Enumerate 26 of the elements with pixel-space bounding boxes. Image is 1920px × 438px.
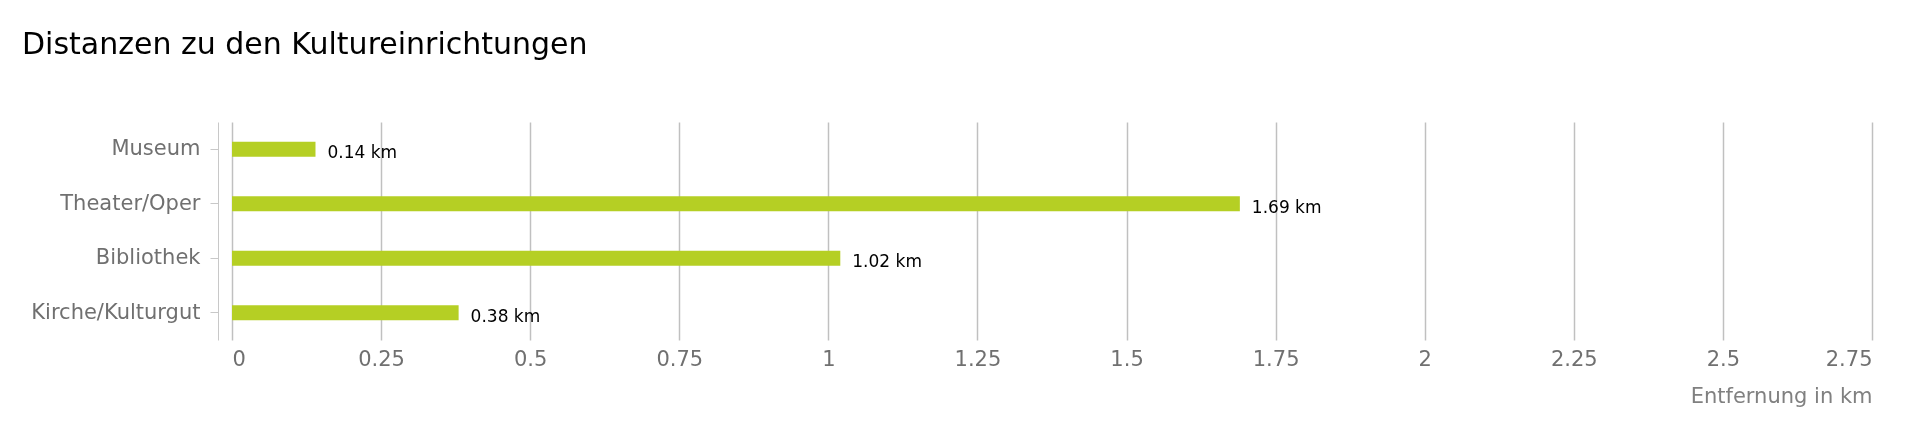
chart-title: Distanzen zu den Kultureinrichtungen [22, 26, 588, 61]
x-tick-label: 0.25 [358, 346, 405, 371]
bar [232, 250, 841, 266]
x-axis-title: Entfernung in km [1690, 383, 1873, 408]
data-label: 1.02 km [852, 251, 922, 272]
data-label: 0.38 km [470, 305, 541, 326]
bar [232, 141, 316, 157]
x-tick-label: 1.75 [1252, 346, 1300, 371]
y-tick-label: Museum [111, 136, 201, 161]
x-tick-label: 0.5 [513, 346, 548, 371]
x-tick-label: 1.5 [1110, 346, 1144, 371]
x-tick-label: 2.5 [1706, 346, 1741, 371]
data-label: 1.69 km [1251, 196, 1322, 217]
x-tick-label: 1 [822, 346, 836, 371]
y-tick-label: Bibliothek [95, 245, 202, 270]
x-tick-label: 2 [1418, 346, 1432, 371]
bar [232, 196, 1240, 212]
bar [232, 305, 459, 321]
y-tick-label: Theater/Oper [59, 190, 201, 215]
x-tick-label: 1.25 [954, 346, 1002, 371]
x-tick-label: 0.75 [656, 346, 704, 371]
x-tick-label: 2.25 [1550, 346, 1598, 371]
data-label: 0.14 km [327, 142, 398, 163]
x-tick-label: 0 [232, 346, 246, 371]
x-tick-label: 2.75 [1825, 346, 1873, 371]
y-tick-label: Kirche/Kulturgut [31, 299, 201, 324]
